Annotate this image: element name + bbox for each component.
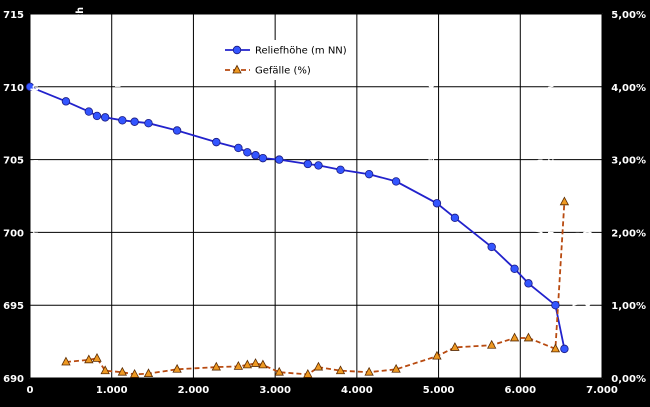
data-point-relief: [172, 126, 182, 135]
data-point-gefaelle: [303, 369, 313, 378]
data-point-gefaelle: [100, 365, 110, 375]
data-point-gefaelle: [550, 343, 561, 353]
annotation-label: Beginn Verrohrung in Pobershau: [571, 172, 582, 347]
data-point-relief: [258, 153, 268, 163]
data-point-gefaelle: [233, 361, 244, 370]
data-point-gefaelle: [258, 359, 268, 369]
x-axis: 0 1.000 2.000 3.000 4.000 5.000 6.000 7.000: [27, 385, 618, 396]
data-point-gefaelle: [487, 339, 497, 349]
data-point-relief: [364, 169, 374, 179]
data-point-gefaelle: [61, 356, 71, 366]
x-tick-label: 5.000: [423, 385, 455, 396]
data-point-gefaelle: [250, 358, 261, 367]
grid: [29, 13, 603, 379]
annotation-label: Wellner-Bach: [75, 7, 86, 78]
annotation-label: Wasserbecken am: [534, 139, 545, 236]
annotation-label: ehemaliges Hammerwerk Kuhnhaide: [30, 61, 41, 258]
x-tick-label: 0: [27, 385, 34, 396]
y-right-tick-label: 2,00%: [611, 228, 646, 239]
x-tick-label: 4.000: [341, 385, 373, 396]
data-point-relief: [391, 177, 401, 186]
data-point-gefaelle: [117, 366, 128, 376]
data-point-relief: [144, 118, 153, 128]
data-point-gefaelle: [432, 350, 442, 360]
y-axis-right: 0,00% 1,00% 2,00% 3,00% 4,00% 5,00%: [611, 10, 646, 385]
y-left-tick-label: 695: [3, 301, 24, 312]
y-right-tick-label: 0,00%: [611, 374, 646, 385]
data-point-gefaelle: [242, 359, 253, 369]
y-left-tick-label: 715: [3, 10, 24, 21]
data-point-relief: [275, 155, 284, 164]
annotation-label: Kroaten-Bach: [113, 22, 124, 95]
data-point-relief: [551, 301, 560, 310]
annotation-label: Rösche am Nonnenfelsen: [426, 60, 437, 195]
y-left-tick-label: 700: [3, 228, 24, 239]
y-right-tick-label: 3,00%: [611, 156, 646, 167]
annotation-label: (westlich Hohenweg): [582, 230, 593, 343]
y-left-tick-label: 705: [3, 156, 24, 167]
data-point-relief: [92, 111, 102, 121]
data-point-gefaelle: [143, 368, 154, 378]
x-tick-label: 6.000: [504, 385, 536, 396]
data-point-gefaelle: [211, 361, 221, 371]
data-point-relief: [524, 279, 533, 288]
data-point-gefaelle: [523, 332, 534, 342]
data-point-gefaelle: [509, 332, 520, 342]
data-point-relief: [314, 161, 323, 170]
legend-label: Reliefhöhe (m NN): [255, 46, 347, 57]
data-point-relief: [303, 159, 313, 169]
y-left-tick-label: 690: [3, 374, 24, 385]
y-axis-left: 690 695 700 705 710 715: [3, 10, 24, 385]
data-point-relief: [61, 97, 71, 106]
data-point-relief: [100, 113, 110, 122]
y-right-tick-label: 5,00%: [611, 10, 646, 21]
x-tick-label: 7.000: [586, 385, 618, 396]
y-left-tick-label: 710: [3, 83, 24, 94]
series-markers: [25, 82, 570, 378]
data-point-gefaelle: [92, 352, 102, 362]
data-point-relief: [251, 151, 260, 160]
data-point-gefaelle: [313, 361, 324, 371]
data-point-relief: [234, 143, 243, 153]
x-tick-label: 3.000: [259, 385, 291, 396]
data-point-relief: [25, 82, 35, 91]
data-point-relief: [432, 199, 442, 208]
annotation-label: Wanderparkplatz Katzensteinweg: [545, 70, 556, 251]
data-point-relief: [487, 242, 496, 252]
legend-marker-relief: [232, 45, 242, 55]
data-point-gefaelle: [364, 366, 374, 376]
data-point-gefaelle: [172, 363, 182, 373]
y-right-tick-label: 4,00%: [611, 83, 646, 94]
data-point-gefaelle: [450, 342, 460, 351]
data-point-relief: [243, 148, 252, 157]
legend: Reliefhöhe (m NN) Gefälle (%): [218, 40, 352, 80]
x-tick-label: 2.000: [178, 385, 210, 396]
data-point-gefaelle: [129, 369, 140, 378]
data-point-relief: [450, 213, 460, 223]
legend-label: Gefälle (%): [255, 66, 311, 77]
data-point-relief: [560, 344, 569, 354]
data-point-gefaelle: [84, 354, 94, 364]
data-point-relief: [84, 107, 94, 116]
data-point-gefaelle: [391, 363, 401, 373]
y-right-tick-label: 1,00%: [611, 301, 646, 312]
data-point-relief: [118, 116, 127, 125]
data-point-relief: [336, 165, 345, 174]
data-point-relief: [510, 264, 519, 273]
x-tick-label: 1.000: [96, 385, 128, 396]
annotations: ehemaliges Hammerwerk Kuhnhaide Wellner-B…: [30, 7, 593, 347]
data-point-relief: [212, 137, 221, 147]
data-point-relief: [130, 117, 139, 126]
legend-marker-gefaelle: [232, 64, 242, 74]
data-point-gefaelle: [274, 366, 284, 376]
data-point-gefaelle: [335, 365, 346, 375]
data-point-gefaelle: [559, 196, 570, 206]
